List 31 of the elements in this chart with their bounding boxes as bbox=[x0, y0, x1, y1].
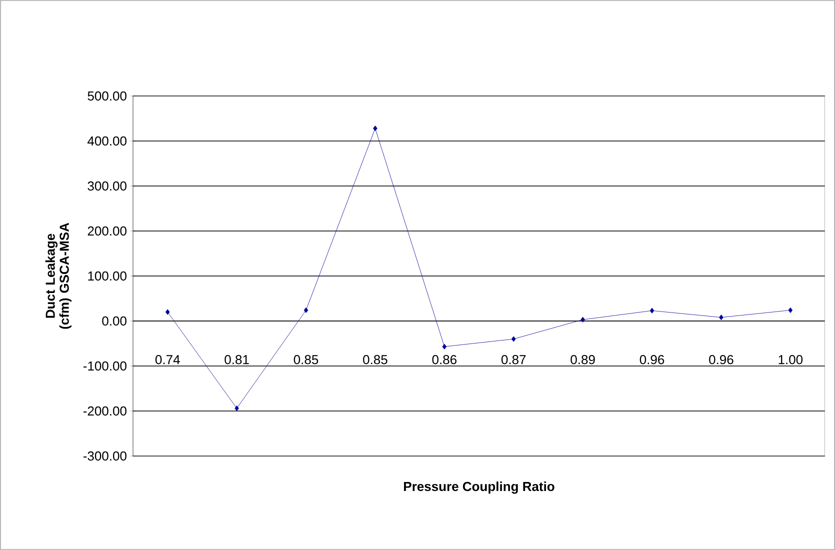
point bbox=[719, 314, 724, 320]
y-tick-label: 300.00 bbox=[88, 181, 126, 191]
y-tick-label: 200.00 bbox=[88, 226, 126, 236]
point bbox=[511, 336, 516, 342]
point bbox=[304, 307, 308, 314]
x-tick-label: 0.89 bbox=[570, 355, 595, 364]
point bbox=[580, 316, 585, 322]
y-tick-label: -100.00 bbox=[83, 361, 126, 371]
point bbox=[165, 309, 170, 315]
point bbox=[442, 344, 447, 350]
point bbox=[788, 307, 793, 314]
x-tick-label: 0.87 bbox=[501, 355, 526, 364]
x-tick-label: 1.00 bbox=[778, 355, 803, 364]
y-tick-label: 100.00 bbox=[88, 271, 126, 281]
point bbox=[234, 406, 239, 412]
x-tick-label: 0.85 bbox=[294, 355, 318, 364]
x-axis-title: Pressure Coupling Ratio bbox=[404, 482, 554, 494]
x-tick-label: 0.96 bbox=[709, 355, 734, 364]
y-tick-label: 0.00 bbox=[102, 316, 126, 326]
x-tick-label: 0.86 bbox=[432, 355, 456, 364]
y-tick-label: 500.00 bbox=[88, 91, 126, 101]
x-tick-label: 0.85 bbox=[363, 355, 388, 364]
x-tick-label: 0.81 bbox=[224, 355, 249, 364]
x-tick-label: 0.74 bbox=[155, 355, 180, 364]
y-tick-label: 400.00 bbox=[88, 136, 126, 146]
y-tick-label: -300.00 bbox=[83, 451, 126, 461]
point bbox=[650, 308, 654, 314]
x-tick-label: 0.96 bbox=[640, 355, 664, 364]
point bbox=[373, 126, 378, 132]
y-axis-title: Duct Leakage (cfm) GSCA-MSA bbox=[45, 222, 72, 329]
y-tick-label: -200.00 bbox=[83, 406, 126, 416]
